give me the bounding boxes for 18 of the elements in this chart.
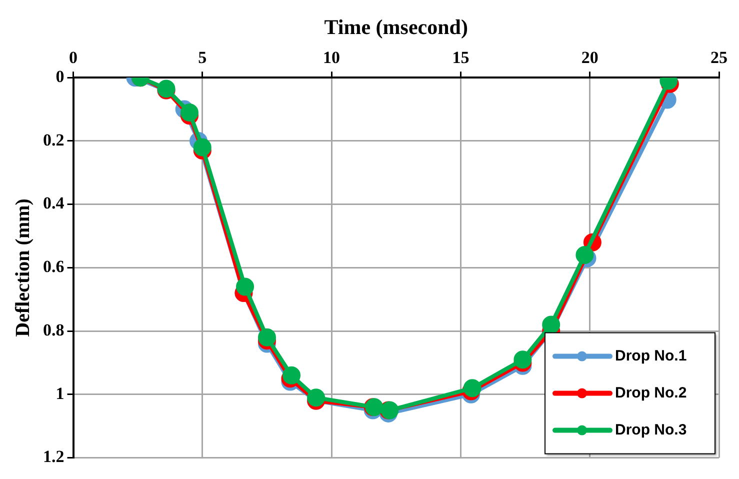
x-tick-label: 10 <box>323 48 340 67</box>
legend-label: Drop No.3 <box>615 421 687 438</box>
y-tick-label: 0.4 <box>43 194 65 213</box>
y-tick-label: 0.8 <box>43 320 64 340</box>
y-tick-label: 1.2 <box>43 447 64 466</box>
x-axis-title: Time (msecond) <box>324 15 468 40</box>
x-tick-label: 20 <box>581 48 598 67</box>
y-tick-label: 0.2 <box>43 130 64 150</box>
y-axis-title: Deflection (mm) <box>12 198 34 337</box>
x-tick-label: 5 <box>198 48 207 67</box>
y-tick-label: 1 <box>56 384 64 403</box>
x-tick-label: 25 <box>710 48 728 67</box>
y-tick-label: 0 <box>56 66 64 86</box>
x-tick-label: 15 <box>452 48 470 67</box>
y-tick-label: 0.6 <box>43 257 64 276</box>
legend-label: Drop No.1 <box>615 347 687 364</box>
legend-label: Drop No.2 <box>615 384 687 402</box>
x-tick-label: 0 <box>69 48 78 67</box>
